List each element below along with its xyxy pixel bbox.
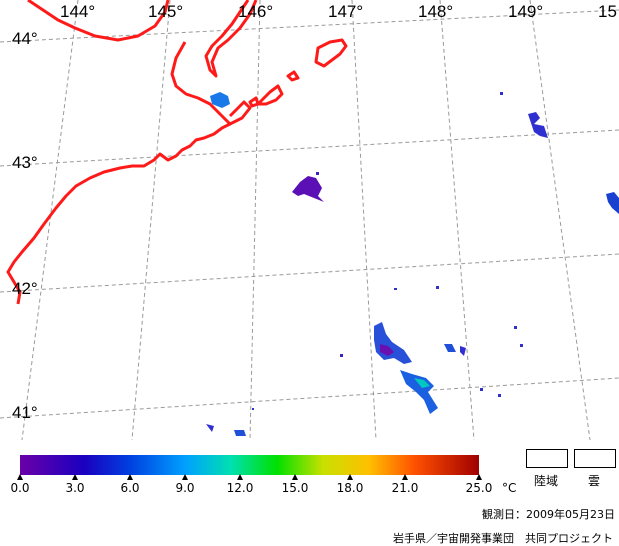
sst-speck-6 [520,344,523,347]
lat-label-44: 44° [12,29,38,48]
meridian-147 [351,0,377,440]
lon-label-148: 148° [418,2,454,21]
lat-label-43: 43° [12,153,38,172]
sst-speck-1 [500,92,503,95]
meridian-146 [249,0,261,440]
islet-1 [248,96,260,108]
sst-speck-9 [498,394,501,397]
sst-speck-4 [436,286,439,289]
sst-speck-2 [316,172,319,175]
meridian-149 [529,0,591,440]
islet-2 [286,70,300,82]
tick-mark-15 [292,474,298,480]
sst-patch-nemuro [210,92,230,108]
sst-speck-7 [340,354,343,357]
tick-label-12: 12.0 [226,481,254,495]
lon-label-150: 15 [598,2,617,21]
kunashiri-island [256,84,284,106]
unit-label: °C [502,481,517,495]
parallel-41 [0,377,619,419]
tick-label-3: 3.0 [65,481,85,495]
etorofu-island [314,38,348,68]
sst-patch-ne [528,112,548,138]
graticule [0,0,619,440]
shiretoko-peninsula [204,0,258,78]
lon-label-147: 147° [328,2,364,21]
tick-mark-0 [17,474,23,480]
tick-mark-18 [347,474,353,480]
parallel-42 [0,253,619,293]
sst-patch-south-warm [414,378,430,388]
meridian-148 [439,0,475,440]
meridian-145 [131,0,171,440]
lon-label-146: 146° [238,2,274,21]
tick-label-18: 18.0 [336,481,364,495]
land-legend-swatch [526,449,568,468]
sst-patch-small-1 [444,344,456,352]
nemuro-peninsula [228,100,252,126]
tick-mark-25 [476,474,482,480]
land-legend-label: 陸域 [533,474,559,488]
tick-label-9: 9.0 [175,481,195,495]
sst-speck-5 [514,326,517,329]
sst-patch-main [374,322,412,364]
tick-label-25: 25.0 [465,481,493,495]
sst-patch-small-2 [460,346,466,356]
tick-label-0: 0.0 [10,481,30,495]
parallel-44 [0,9,619,43]
observation-date: 観測日：2009年05月23日 [482,508,615,521]
color-scale-bar [20,455,479,475]
hokkaido-coast-north [27,0,170,42]
lon-label-145: 145° [148,2,184,21]
lat-label-41: 41° [12,403,38,422]
sst-patch-small-4 [234,430,246,436]
sst-patch-small-3 [206,424,214,432]
sst-patch-e [606,192,619,214]
sst-patch-center [292,176,324,202]
meridian-144 [21,0,79,440]
sst-speck-8 [480,388,483,391]
parallel-43 [0,129,619,167]
tick-label-15: 15.0 [281,481,309,495]
cloud-legend-label: 雲 [587,474,601,488]
sst-speck-3 [394,288,397,290]
sst-patches [206,92,619,436]
tick-mark-9 [182,474,188,480]
tick-mark-3 [72,474,78,480]
lon-label-144: 144° [60,2,96,21]
cloud-legend-swatch [574,449,616,468]
coastline [6,0,348,305]
tick-label-6: 6.0 [120,481,140,495]
color-scale-ticks [17,474,482,480]
credit-line: 岩手県／宇宙開発事業団 共同プロジェクト [393,532,613,545]
hokkaido-east-coast [6,41,232,305]
tick-mark-12 [237,474,243,480]
tick-label-21: 21.0 [391,481,419,495]
sst-patch-main-core [380,344,394,356]
sst-patch-south [400,370,438,414]
sst-map [0,0,619,440]
tick-mark-6 [127,474,133,480]
lat-label-42: 42° [12,279,38,298]
tick-mark-21 [402,474,408,480]
lon-label-149: 149° [508,2,544,21]
sst-speck-10 [252,408,254,410]
